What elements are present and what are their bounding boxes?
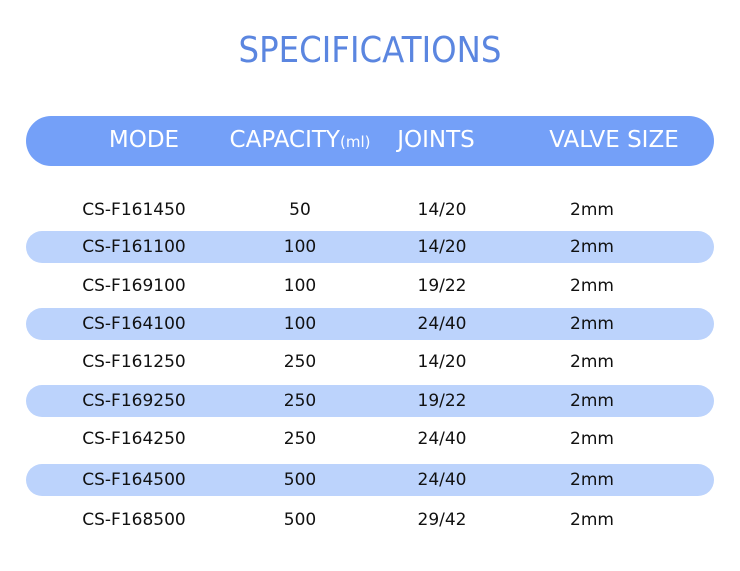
cell-valve: 2mm bbox=[570, 510, 614, 530]
cell-valve: 2mm bbox=[570, 200, 614, 220]
cell-mode: CS-F161250 bbox=[82, 352, 186, 372]
header-valve-size: VALVE SIZE bbox=[549, 127, 679, 153]
cell-capacity: 250 bbox=[283, 429, 317, 449]
cell-capacity: 250 bbox=[283, 391, 317, 411]
cell-valve: 2mm bbox=[570, 470, 614, 490]
cell-valve: 2mm bbox=[570, 391, 614, 411]
cell-mode: CS-F164250 bbox=[82, 429, 186, 449]
cell-joints: 14/20 bbox=[417, 352, 467, 372]
table-row: CS-F169100 100 19/22 2mm bbox=[26, 270, 714, 302]
cell-joints: 14/20 bbox=[417, 200, 467, 220]
cell-capacity: 500 bbox=[283, 470, 317, 490]
table-row: CS-F164250 250 24/40 2mm bbox=[26, 423, 714, 455]
cell-mode: CS-F164100 bbox=[82, 314, 186, 334]
table-row: CS-F161450 50 14/20 2mm bbox=[26, 194, 714, 226]
table-row: CS-F161100 100 14/20 2mm bbox=[26, 231, 714, 263]
header-capacity: CAPACITY(ml) bbox=[230, 127, 371, 153]
table-row: CS-F164100 100 24/40 2mm bbox=[26, 308, 714, 340]
cell-valve: 2mm bbox=[570, 352, 614, 372]
cell-mode: CS-F161100 bbox=[82, 237, 186, 257]
cell-joints: 19/22 bbox=[417, 391, 467, 411]
cell-joints: 14/20 bbox=[417, 237, 467, 257]
cell-capacity: 50 bbox=[289, 200, 311, 220]
cell-mode: CS-F168500 bbox=[82, 510, 186, 530]
cell-mode: CS-F161450 bbox=[82, 200, 186, 220]
header-joints: JOINTS bbox=[397, 127, 475, 153]
header-capacity-label: CAPACITY bbox=[229, 127, 340, 153]
cell-capacity: 500 bbox=[283, 510, 317, 530]
header-capacity-unit: (ml) bbox=[339, 133, 371, 151]
table-row: CS-F164500 500 24/40 2mm bbox=[26, 464, 714, 496]
table-row: CS-F169250 250 19/22 2mm bbox=[26, 385, 714, 417]
cell-capacity: 100 bbox=[283, 314, 317, 334]
cell-joints: 19/22 bbox=[417, 276, 467, 296]
cell-valve: 2mm bbox=[570, 429, 614, 449]
cell-mode: CS-F169100 bbox=[82, 276, 186, 296]
header-mode: MODE bbox=[108, 127, 180, 153]
cell-capacity: 100 bbox=[283, 276, 317, 296]
cell-joints: 24/40 bbox=[417, 314, 467, 334]
cell-mode: CS-F164500 bbox=[82, 470, 186, 490]
cell-capacity: 100 bbox=[283, 237, 317, 257]
cell-valve: 2mm bbox=[570, 314, 614, 334]
table-row: CS-F161250 250 14/20 2mm bbox=[26, 346, 714, 378]
table-header: MODE CAPACITY(ml) JOINTS VALVE SIZE bbox=[26, 116, 714, 166]
cell-joints: 24/40 bbox=[417, 470, 467, 490]
cell-joints: 29/42 bbox=[417, 510, 467, 530]
cell-joints: 24/40 bbox=[417, 429, 467, 449]
cell-valve: 2mm bbox=[570, 276, 614, 296]
cell-valve: 2mm bbox=[570, 237, 614, 257]
cell-capacity: 250 bbox=[283, 352, 317, 372]
page-title: SPECIFICATIONS bbox=[238, 30, 502, 71]
table-row: CS-F168500 500 29/42 2mm bbox=[26, 504, 714, 536]
cell-mode: CS-F169250 bbox=[82, 391, 186, 411]
